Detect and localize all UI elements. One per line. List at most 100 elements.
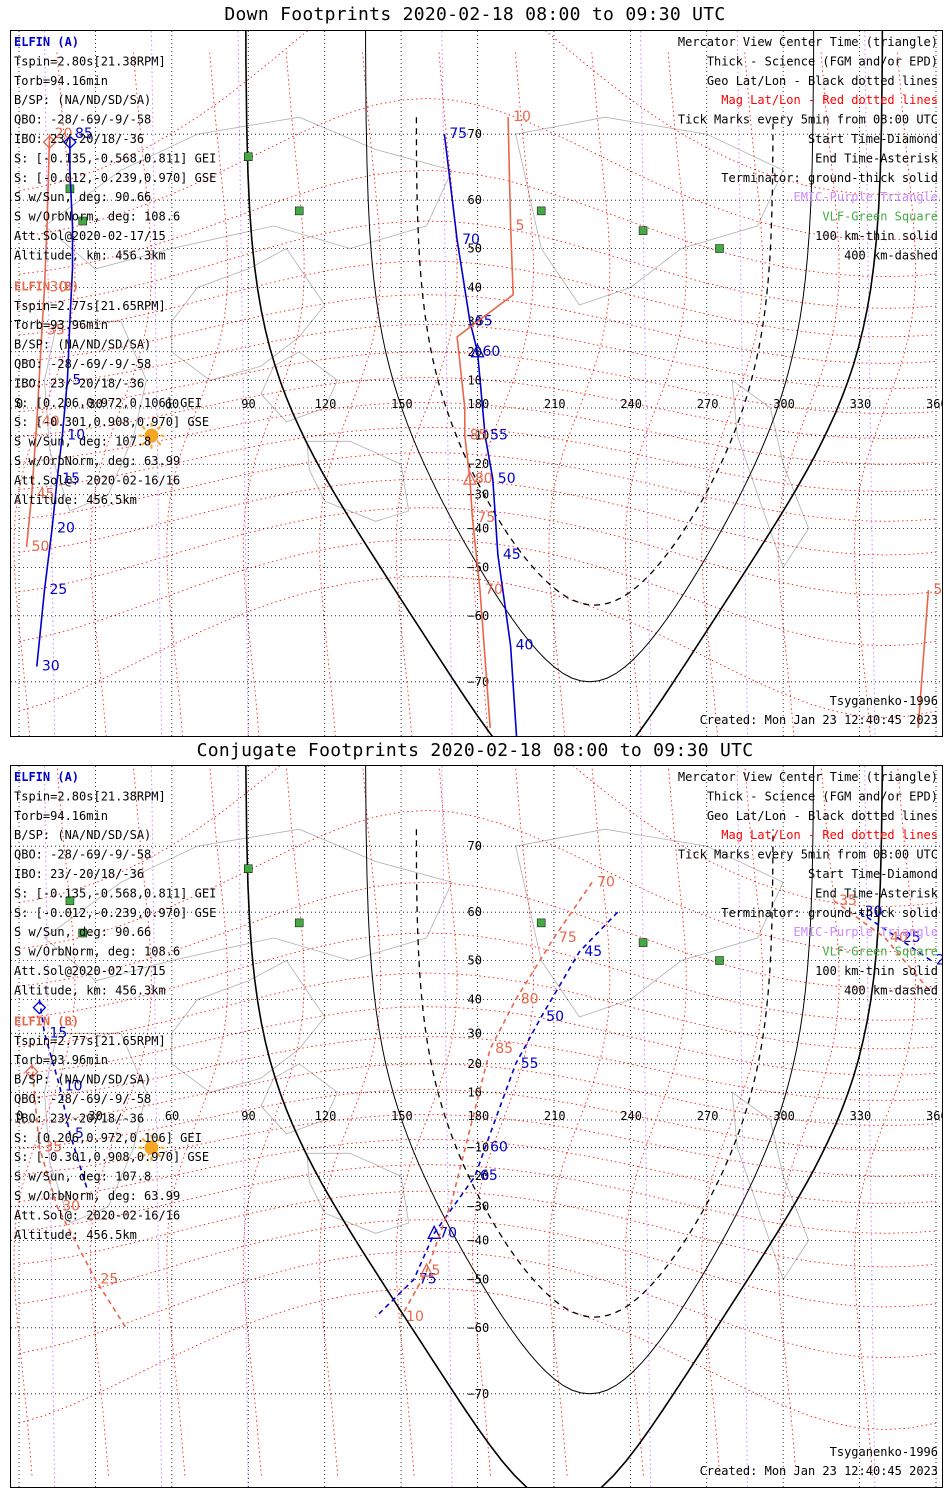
- lat-tick-label: 70: [468, 839, 482, 853]
- lon-tick-label: 90: [241, 397, 255, 411]
- elfin-a-info-line: S: [-0.012,-0.239,0.970] GSE: [14, 906, 216, 920]
- lon-tick-label: 360: [926, 397, 942, 411]
- elfin-b-info-line: S w/Sun, deg: 107.8: [14, 435, 151, 449]
- lat-tick-label: 50: [468, 242, 482, 256]
- lon-tick-label: 300: [773, 397, 795, 411]
- elfin-b-info-line: Altitude: 456.5km: [14, 1228, 137, 1242]
- start-time-diamond: [24, 1064, 39, 1079]
- lat-tick-label: −30: [468, 1200, 490, 1214]
- elfin-a-info-line: QBO: -28/-69/-9/-58: [14, 848, 151, 862]
- time-tick-label: 55: [490, 428, 508, 444]
- legend-line: Geo Lat/Lon - Black dotted lines: [707, 809, 938, 823]
- elfin-b-info-line: Att.Sol@: 2020-02-16/16: [14, 473, 180, 487]
- landmass-3: [731, 1091, 810, 1281]
- time-tick-label: 85: [495, 1041, 513, 1057]
- landmass-6: [260, 351, 338, 423]
- lon-tick-label: 0: [16, 397, 23, 411]
- time-tick-label: 70: [597, 874, 615, 890]
- mag-lat-line: [18, 260, 937, 338]
- legend-line: 400 km-dashed: [844, 248, 938, 262]
- mag-lon-line: [854, 52, 916, 736]
- landmass-1: [43, 828, 453, 982]
- landmass-6: [260, 1063, 338, 1135]
- created-timestamp: Created: Mon Jan 23 12:40:45 2023: [700, 1464, 938, 1478]
- mag-lon-line: [166, 52, 229, 736]
- sun-ray: [141, 441, 146, 446]
- elfin-b-info-line: IBO: 23/-20/18/-36: [14, 376, 144, 390]
- sun-ray: [157, 1153, 162, 1158]
- elfin-b-info-line: S w/OrbNorm, deg: 63.99: [14, 1189, 180, 1203]
- vlf-station-square: [78, 928, 87, 938]
- elfin-a-info-line: S: [-0.012,-0.239,0.970] GSE: [14, 171, 216, 185]
- mag-lon-line: [395, 766, 458, 1476]
- time-tick-label: 55: [521, 1056, 539, 1072]
- lon-tick-label: 270: [697, 1109, 719, 1123]
- mag-lon-line: [777, 766, 840, 1476]
- sun-ray: [157, 425, 162, 431]
- lat-tick-label: −10: [468, 1141, 490, 1155]
- time-tick-label: 30: [42, 658, 60, 674]
- elfin-a-info-line: B/SP: (NA/ND/SD/SA): [14, 93, 151, 107]
- elfin-a-info-line: Tspin=2.80s[21.38RPM]: [14, 789, 166, 803]
- vlf-station-square: [65, 896, 75, 906]
- created-timestamp: Created: Mon Jan 23 12:40:45 2023: [700, 713, 938, 727]
- lat-tick-label: −60: [468, 609, 490, 623]
- time-tick-label: 40: [516, 638, 534, 654]
- mag-lat-line: [18, 478, 937, 556]
- geo-grid-layer: [11, 766, 942, 1487]
- emic-meridian: [864, 766, 876, 1487]
- time-tick-label: 25: [903, 930, 921, 946]
- elfin-b-track: 2030354045501058580757055: [25, 109, 942, 728]
- legend-line: Terminator: ground-thick solid: [721, 171, 938, 185]
- legend-line: VLF-Green Square: [822, 945, 938, 959]
- time-tick-label: 35: [47, 323, 65, 339]
- sun-ray: [141, 1153, 146, 1158]
- mag-lon-line: [701, 52, 763, 736]
- elfin-a-info-line: S: [-0.135,-0.568,0.811] GEI: [14, 151, 216, 165]
- time-tick-label: 85: [470, 428, 488, 444]
- mag-lat-line: [18, 538, 937, 647]
- legend-line: VLF-Green Square: [822, 210, 938, 224]
- elfin-b-info-line: S: [-0.301,0.908,0.970] GSE: [14, 1150, 209, 1164]
- vlf-station-square: [294, 206, 304, 216]
- time-tick-label: 60: [483, 344, 501, 360]
- elfin-b-info-line: Altitude: 456.5km: [14, 493, 137, 507]
- elfin-a-info-line: Altitude, km: 456.3km: [14, 983, 166, 997]
- lat-tick-label: 40: [468, 993, 482, 1007]
- mag-lon-line: [13, 766, 76, 1476]
- mag-lat-line: [18, 294, 937, 364]
- elfin-a-track: 15 10 5 45 50 55 60 65 70 75 30 25 20: [32, 904, 942, 1318]
- center-time-triangle: [462, 470, 477, 485]
- lon-tick-label: 150: [391, 397, 413, 411]
- lat-tick-label: 60: [468, 905, 482, 919]
- landmass-1: [43, 116, 453, 270]
- vlf-station-square: [244, 152, 253, 161]
- panel-title-conjugate: Conjugate Footprints 2020-02-18 08:00 to…: [196, 740, 754, 761]
- mag-lat-line: [18, 1063, 937, 1126]
- terminator-ground: [245, 31, 884, 736]
- time-tick-label: 15: [62, 471, 80, 487]
- elfin-b-info-line: QBO: -28/-69/-9/-58: [14, 1092, 151, 1106]
- mag-lat-line: [18, 1250, 937, 1359]
- elfin-b-info-line: IBO: 23/-20/18/-36: [14, 1111, 144, 1125]
- mag-lat-line: [18, 1114, 937, 1177]
- elfin-a-info-line: S: [-0.135,-0.568,0.811] GEI: [14, 886, 216, 900]
- legend-line: 100 km-thin solid: [815, 964, 938, 978]
- sun-ray: [141, 425, 146, 431]
- terminator-ground: [245, 766, 884, 1487]
- time-tick-label: 25: [100, 1271, 118, 1287]
- lat-tick-label: 10: [468, 373, 482, 387]
- time-tick-label: 30: [49, 280, 67, 296]
- mag-lon-line: [90, 766, 152, 1476]
- vlf-station-square: [638, 226, 648, 235]
- legend-line: Mag Lat/Lon - Red dotted lines: [721, 828, 938, 842]
- lat-tick-label: −20: [468, 457, 490, 471]
- lon-tick-label: 60: [165, 397, 179, 411]
- start-time-diamond: [32, 1000, 47, 1015]
- mag-lon-line: [319, 766, 381, 1476]
- center-time-triangle: [470, 343, 485, 358]
- mag-lon-line: [166, 766, 229, 1476]
- legend-line: 400 km-dashed: [844, 983, 938, 997]
- mag-lon-line: [548, 52, 611, 736]
